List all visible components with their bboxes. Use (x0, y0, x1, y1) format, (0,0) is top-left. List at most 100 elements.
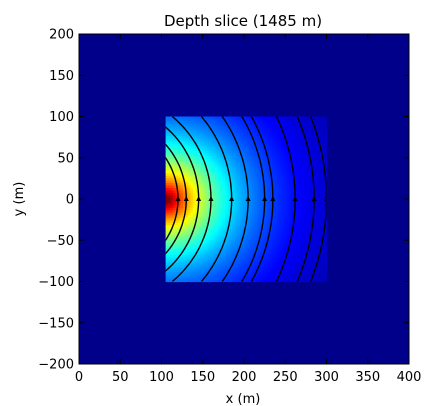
heatmap-cell (272, 177, 276, 181)
heatmap-cell (170, 128, 174, 132)
heatmap-cell (197, 180, 201, 184)
heatmap-cell (229, 229, 234, 233)
heatmap-cell (165, 140, 169, 144)
heatmap-cell (205, 160, 209, 164)
heatmap-cell (272, 180, 276, 184)
heatmap-cell (284, 120, 288, 124)
heatmap-cell (192, 261, 196, 265)
heatmap-cell (306, 142, 310, 146)
heatmap-cell (200, 227, 204, 231)
heatmap-cell (173, 241, 177, 245)
heatmap-cell (319, 172, 323, 176)
heatmap-cell (222, 133, 226, 137)
heatmap-cell (187, 217, 191, 221)
heatmap-cell (257, 180, 261, 184)
heatmap-cell (294, 227, 298, 231)
heatmap-cell (207, 135, 211, 139)
heatmap-cell (272, 147, 276, 151)
heatmap-cell (210, 219, 214, 223)
heatmap-cell (304, 187, 308, 191)
heatmap-cell (227, 194, 231, 198)
heatmap-cell (207, 140, 211, 144)
heatmap-cell (227, 239, 231, 243)
heatmap-cell (314, 217, 318, 221)
heatmap-cell (244, 157, 248, 161)
heatmap-cell (291, 120, 295, 124)
heatmap-cell (291, 182, 295, 186)
heatmap-cell (165, 227, 169, 231)
heatmap-cell (212, 217, 216, 221)
heatmap-cell (314, 229, 318, 233)
heatmap-cell (301, 266, 305, 270)
heatmap-cell (215, 249, 219, 253)
heatmap-cell (180, 116, 184, 119)
heatmap-cell (175, 170, 179, 174)
heatmap-cell (178, 214, 182, 218)
heatmap-cell (222, 264, 226, 268)
heatmap-cell (289, 219, 293, 223)
heatmap-cell (262, 234, 266, 238)
heatmap-cell (185, 157, 189, 161)
heatmap-cell (306, 152, 310, 156)
heatmap-cell (279, 155, 283, 159)
heatmap-cell (207, 116, 211, 119)
heatmap-cell (252, 162, 256, 166)
heatmap-cell (187, 229, 191, 233)
heatmap-cell (207, 224, 211, 228)
heatmap-cell (185, 142, 189, 146)
heatmap-cell (239, 145, 243, 149)
heatmap-cell (197, 130, 201, 134)
heatmap-cell (279, 279, 283, 283)
heatmap-cell (227, 274, 231, 278)
heatmap-cell (309, 130, 313, 134)
heatmap-cell (227, 147, 231, 151)
heatmap-cell (200, 246, 204, 250)
heatmap-cell (252, 234, 256, 238)
heatmap-cell (222, 128, 226, 132)
heatmap-cell (274, 175, 278, 179)
heatmap-cell (301, 125, 305, 129)
heatmap-cell (220, 133, 224, 137)
heatmap-cell (170, 189, 174, 193)
heatmap-cell (324, 259, 328, 263)
heatmap-cell (272, 133, 276, 137)
heatmap-cell (264, 194, 268, 198)
heatmap-cell (314, 184, 318, 189)
heatmap-cell (314, 251, 318, 255)
heatmap-cell (296, 177, 300, 181)
heatmap-cell (294, 256, 298, 260)
heatmap-cell (175, 224, 179, 228)
heatmap-cell (267, 170, 271, 174)
heatmap-cell (252, 219, 256, 223)
heatmap-cell (252, 155, 256, 159)
heatmap-cell (168, 172, 172, 176)
heatmap-cell (170, 219, 174, 223)
heatmap-cell (249, 147, 253, 151)
heatmap-cell (190, 207, 194, 211)
heatmap-cell (249, 217, 253, 221)
heatmap-cell (173, 209, 177, 213)
heatmap-cell (311, 147, 315, 151)
heatmap-cell (232, 264, 236, 268)
heatmap-cell (195, 160, 199, 164)
heatmap-cell (197, 244, 201, 248)
heatmap-cell (311, 276, 315, 280)
heatmap-cell (324, 207, 328, 211)
heatmap-cell (247, 261, 251, 265)
heatmap-cell (249, 212, 253, 216)
heatmap-cell (212, 269, 216, 273)
heatmap-cell (222, 259, 226, 263)
heatmap-cell (324, 202, 328, 206)
heatmap-cell (257, 140, 261, 144)
heatmap-cell (200, 214, 204, 218)
heatmap-cell (222, 236, 226, 241)
heatmap-cell (234, 202, 238, 206)
heatmap-cell (257, 137, 261, 142)
heatmap-cell (182, 207, 187, 211)
heatmap-cell (212, 227, 216, 231)
heatmap-cell (272, 269, 276, 273)
heatmap-cell (299, 120, 303, 124)
heatmap-cell (168, 241, 172, 245)
heatmap-cell (232, 212, 236, 216)
heatmap-cell (321, 142, 325, 146)
